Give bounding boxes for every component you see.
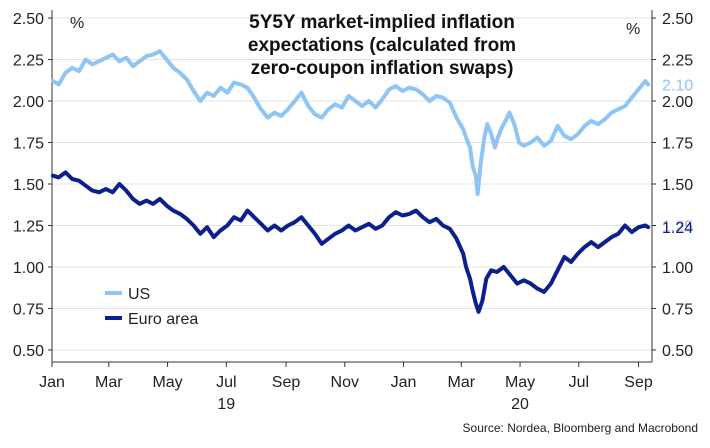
x-tick-label: Jan (39, 374, 65, 391)
y-tick-label: 1.25 (662, 219, 693, 236)
x-tick-label: May (152, 374, 182, 391)
series-line-us (51, 49, 651, 196)
end-label-euro-area: 1.24 (662, 220, 693, 237)
y-tick-label: 1.25 (13, 219, 44, 236)
y-tick-label: 1.00 (13, 260, 44, 277)
axes (51, 10, 653, 363)
x-tick-label: Sep (624, 374, 653, 391)
y-tick-label: 1.00 (662, 260, 693, 277)
x-tick-label: Mar (448, 374, 476, 391)
title-line-1: 5Y5Y market-implied inflation (249, 12, 515, 33)
y-tick-label: 2.25 (662, 53, 693, 70)
y-tick-label: 2.25 (13, 53, 44, 70)
x-tick-label: Mar (95, 374, 123, 391)
x-tick-label: Sep (272, 374, 301, 391)
x-year-label: 20 (511, 396, 529, 413)
end-label-us: 2.10 (662, 77, 693, 94)
x-tick-labels: Jan Mar May Jul Sep Nov Jan Mar May Jul Sep 19 20 (39, 362, 653, 413)
y-tick-label: 1.50 (662, 177, 693, 194)
left-unit-label: % (70, 15, 84, 32)
y-tick-label: 0.75 (662, 302, 693, 319)
y-tick-label: 1.75 (13, 136, 44, 153)
end-value-labels: 2.10 1.24 (662, 77, 693, 237)
y-tick-label: 1.50 (13, 177, 44, 194)
gridlines (48, 17, 656, 351)
legend-label-euro-area: Euro area (128, 311, 198, 328)
legend: US Euro area (105, 286, 198, 328)
x-year-label: 19 (217, 396, 235, 413)
left-y-tick-labels: 0.50 0.75 1.00 1.25 1.50 1.75 2.00 2.25 2.50 (13, 11, 44, 360)
title-line-2: expectations (calculated from (248, 35, 516, 56)
series-line-euro-area (51, 170, 651, 314)
y-tick-label: 0.50 (662, 343, 693, 360)
x-tick-label: Nov (331, 374, 359, 391)
legend-label-us: US (128, 286, 150, 303)
y-tick-label: 2.00 (662, 94, 693, 111)
y-tick-label: 0.50 (13, 343, 44, 360)
title-line-3: zero-coupon inflation swaps) (251, 58, 514, 79)
source-note: Source: Nordea, Bloomberg and Macrobond (463, 421, 698, 435)
x-tick-label: May (505, 374, 535, 391)
chart-title: 5Y5Y market-implied inflation expectatio… (248, 12, 516, 79)
y-tick-label: 2.50 (662, 11, 693, 28)
series-lines (51, 49, 651, 314)
y-tick-label: 0.75 (13, 302, 44, 319)
y-tick-label: 2.00 (13, 94, 44, 111)
x-tick-label: Jul (569, 374, 589, 391)
x-tick-label: Jul (216, 374, 236, 391)
y-tick-label: 2.50 (13, 11, 44, 28)
right-unit-label: % (626, 21, 640, 38)
x-tick-label: Jan (391, 374, 417, 391)
right-y-tick-labels: 0.50 0.75 1.00 1.25 1.50 1.75 2.00 2.25 2.50 (662, 11, 693, 360)
y-tick-label: 1.75 (662, 136, 693, 153)
